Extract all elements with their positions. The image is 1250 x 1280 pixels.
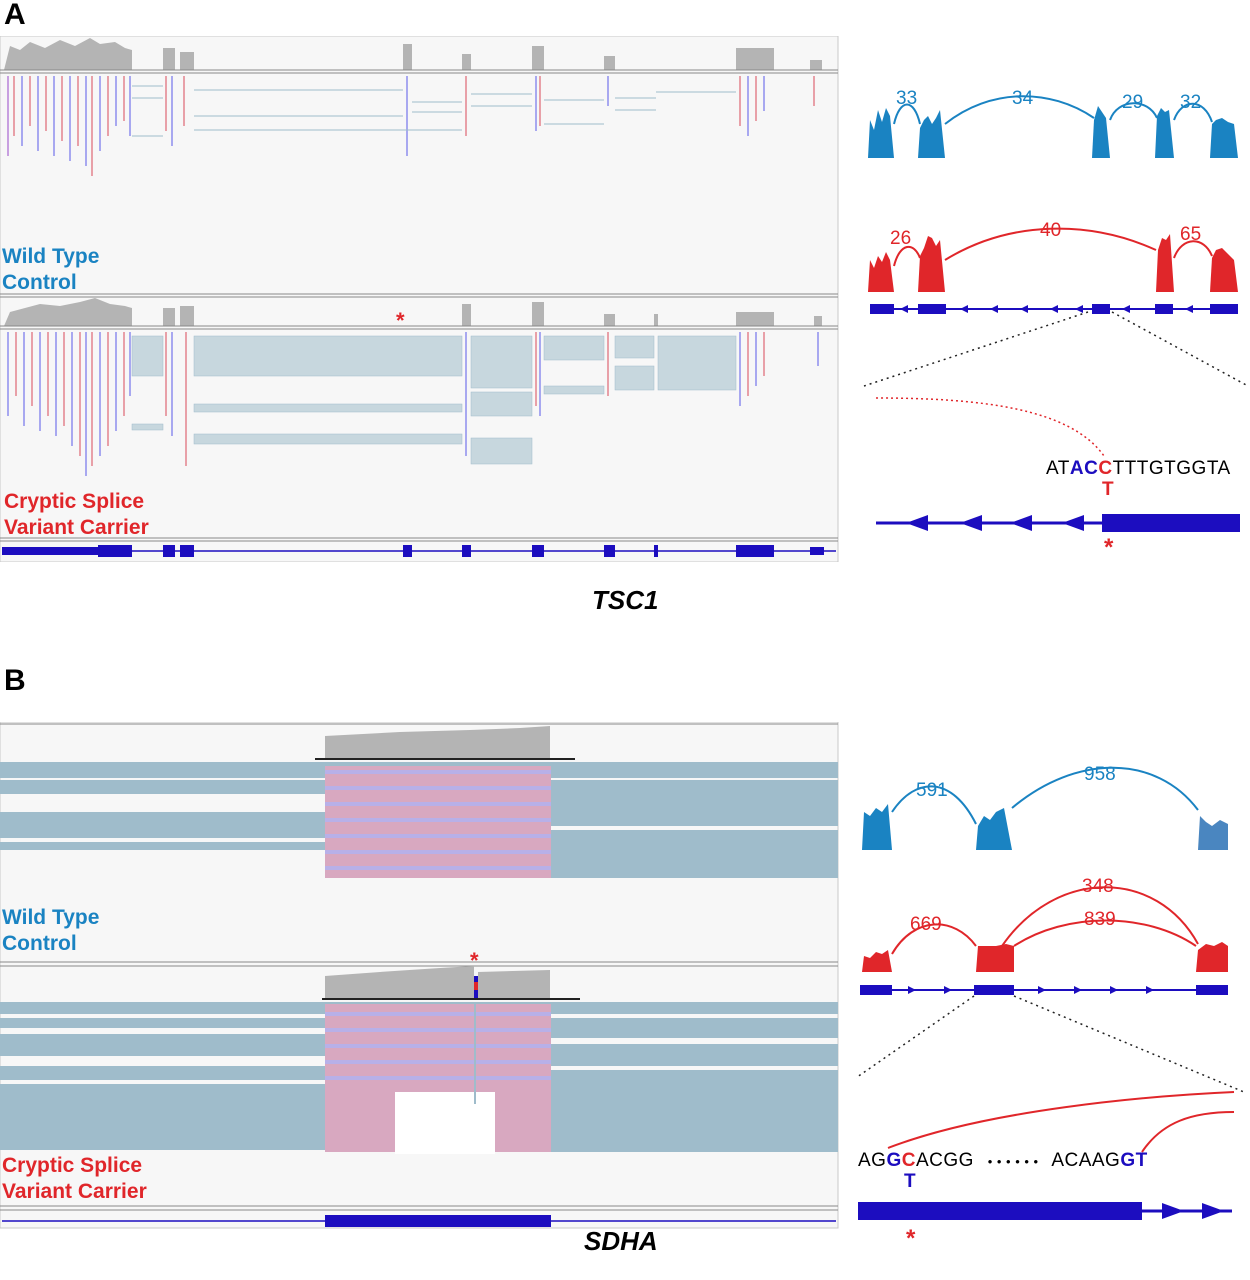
wild-type-label-line2-b: Control: [2, 932, 77, 955]
wild-type-label-line1: Wild Type: [2, 245, 100, 268]
seq-a-prefix: AT: [1046, 458, 1070, 479]
carrier-coverage-track: [4, 298, 822, 326]
panel-b-igv-view: *: [0, 722, 839, 1229]
wild-count-4: 32: [1180, 92, 1201, 113]
wild-type-label-line1-b: Wild Type: [2, 906, 100, 929]
sashimi-b-gene-model: [860, 985, 1228, 995]
seq-a-suffix: TTTGTGGTA: [1112, 458, 1231, 479]
panel-a-carrier-label: Cryptic Splice Variant Carrier: [4, 489, 149, 541]
carrier-label-line2: Variant Carrier: [4, 516, 149, 539]
wild-junction-lines: [132, 85, 736, 137]
panel-a-gene-name: TSC1: [592, 585, 659, 615]
carrier-count-b-3: 839: [1084, 909, 1116, 930]
wild-count-b-2: 958: [1084, 764, 1116, 785]
carrier-label-line2-b: Variant Carrier: [2, 1180, 147, 1203]
wild-coverage-b: [325, 726, 550, 758]
seq-b-suffix: ACAAG: [1051, 1150, 1121, 1171]
panel-b-sequence: AGGCACGG • • • • • • ACAAGGT: [858, 1150, 1148, 1172]
zoom-gene-a: [876, 514, 1240, 532]
carrier-coverage-b: [325, 966, 474, 998]
panel-b-sashimi: 591 958 669 348 839: [856, 764, 1245, 1220]
wild-reads-b: [0, 762, 838, 878]
carrier-count-1: 26: [890, 228, 911, 249]
carrier-variant-asterisk-a: *: [396, 308, 405, 333]
wild-reads: [7, 76, 815, 176]
panel-a-igv-view: *: [0, 36, 839, 562]
wild-count-1: 33: [896, 88, 917, 109]
panel-b-gene-name: SDHA: [584, 1226, 658, 1256]
carrier-sashimi-arcs: [893, 227, 1213, 267]
panel-a-variant-base: T: [1102, 479, 1114, 500]
wild-type-label-line2: Control: [2, 271, 77, 294]
carrier-label-line1: Cryptic Splice: [4, 490, 145, 513]
seq-a-red: C: [1098, 458, 1113, 479]
seq-b-prefix: AG: [858, 1150, 887, 1171]
zoom-gene-b: [858, 1202, 1232, 1220]
carrier-sashimi-coverage-b: [862, 942, 1228, 972]
panel-b-wild-type-label: Wild Type Control: [2, 905, 99, 957]
seq-b-suffix-blue: GT: [1120, 1150, 1148, 1171]
carrier-sashimi-coverage: [868, 234, 1238, 292]
panel-a-sashimi: 33 34 29 32 26 40 65: [863, 88, 1249, 532]
panel-b-carrier-label: Cryptic Splice Variant Carrier: [2, 1153, 147, 1205]
carrier-count-b-1: 669: [910, 914, 942, 935]
carrier-junction-bands: [131, 335, 737, 465]
panel-a-gene-model: [2, 545, 836, 557]
panel-a-letter: A: [4, 0, 26, 31]
wild-sashimi-coverage: [868, 106, 1238, 158]
seq-b-dots: • • • • • •: [987, 1154, 1039, 1169]
wild-count-3: 29: [1122, 92, 1143, 113]
seq-b-middle: ACGG: [915, 1150, 974, 1171]
carrier-reads: [7, 332, 819, 476]
carrier-count-3: 65: [1180, 224, 1201, 245]
seq-a-blue: AC: [1069, 458, 1099, 479]
panel-a-variant-asterisk: *: [1104, 534, 1114, 561]
wild-sashimi-arcs: [893, 95, 1213, 125]
seq-b-red: C: [901, 1150, 916, 1171]
seq-b-blue: G: [886, 1150, 902, 1171]
panel-b-letter: B: [4, 664, 26, 697]
wild-sashimi-coverage-b: [862, 804, 1228, 850]
panel-b-variant-base: T: [904, 1171, 916, 1192]
panel-a-sequence: ATACCTTTGTGGTA: [1046, 458, 1231, 480]
carrier-count-b-2: 348: [1082, 876, 1114, 897]
carrier-variant-asterisk-b: *: [470, 948, 479, 973]
carrier-reads-b: [0, 1002, 838, 1154]
sashimi-a-gene-model: [870, 304, 1238, 314]
panel-b-variant-asterisk: *: [906, 1225, 916, 1252]
carrier-label-line1-b: Cryptic Splice: [2, 1154, 143, 1177]
panel-a-wild-type-label: Wild Type Control: [2, 244, 99, 296]
wild-count-2: 34: [1012, 88, 1034, 109]
wild-count-b-1: 591: [916, 780, 948, 801]
carrier-count-2: 40: [1040, 220, 1061, 241]
panel-b-gene-model: [2, 1215, 836, 1227]
wild-coverage-track: [4, 38, 822, 70]
